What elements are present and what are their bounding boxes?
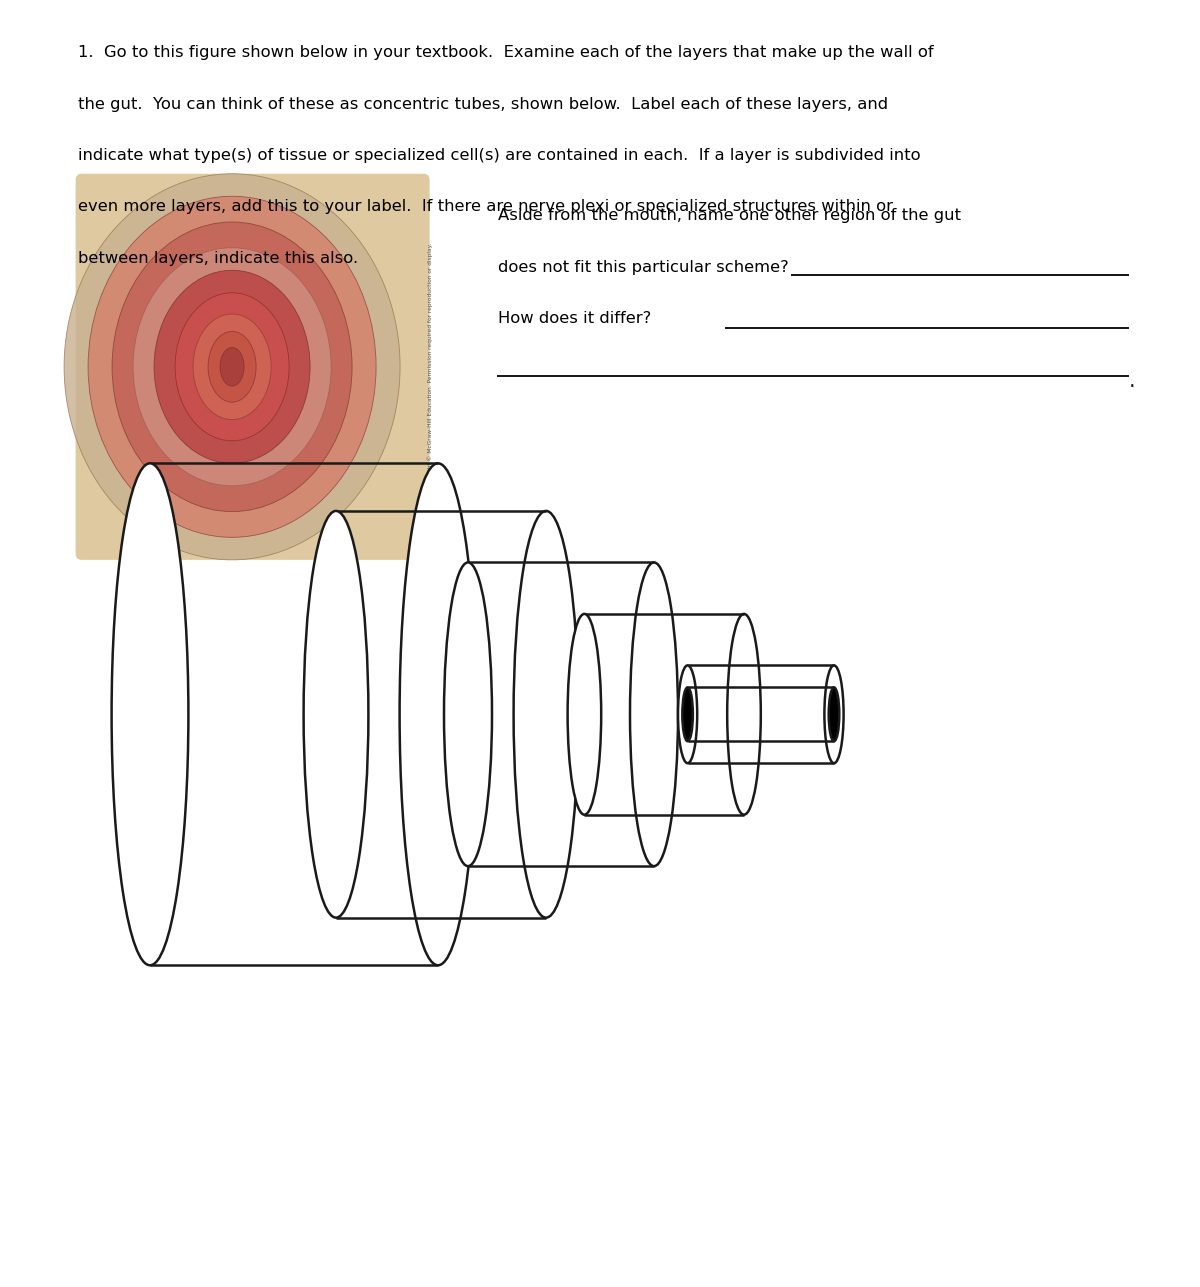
Ellipse shape <box>444 562 492 866</box>
Ellipse shape <box>133 248 331 486</box>
Ellipse shape <box>824 665 844 763</box>
Ellipse shape <box>568 614 601 815</box>
Ellipse shape <box>304 511 368 918</box>
Ellipse shape <box>630 562 678 866</box>
Text: even more layers, add this to your label.  If there are nerve plexi or specializ: even more layers, add this to your label… <box>78 199 893 215</box>
Text: 1.  Go to this figure shown below in your textbook.  Examine each of the layers : 1. Go to this figure shown below in your… <box>78 45 934 60</box>
Ellipse shape <box>514 511 578 918</box>
Ellipse shape <box>727 614 761 815</box>
Text: How does it differ?: How does it differ? <box>498 311 652 327</box>
Ellipse shape <box>678 665 697 763</box>
Ellipse shape <box>193 314 271 420</box>
Text: .: . <box>1129 371 1136 391</box>
Text: indicate what type(s) of tissue or specialized cell(s) are contained in each.  I: indicate what type(s) of tissue or speci… <box>78 148 920 163</box>
Text: the gut.  You can think of these as concentric tubes, shown below.  Label each o: the gut. You can think of these as conce… <box>78 97 888 112</box>
Ellipse shape <box>208 332 256 403</box>
Ellipse shape <box>88 197 376 538</box>
Ellipse shape <box>829 687 839 741</box>
Text: does not fit this particular scheme?: does not fit this particular scheme? <box>498 260 788 275</box>
Text: Copyright © McGraw-Hill Education. Permission required for reproduction or displ: Copyright © McGraw-Hill Education. Permi… <box>427 243 433 490</box>
Ellipse shape <box>154 270 310 463</box>
FancyBboxPatch shape <box>76 174 430 560</box>
Text: between layers, indicate this also.: between layers, indicate this also. <box>78 251 358 266</box>
Ellipse shape <box>112 463 188 965</box>
Ellipse shape <box>64 174 400 560</box>
Ellipse shape <box>400 463 476 965</box>
Ellipse shape <box>175 293 289 441</box>
Ellipse shape <box>112 223 352 512</box>
Text: Aside from the mouth, name one other region of the gut: Aside from the mouth, name one other reg… <box>498 208 961 224</box>
Ellipse shape <box>220 347 244 386</box>
Ellipse shape <box>683 687 692 741</box>
